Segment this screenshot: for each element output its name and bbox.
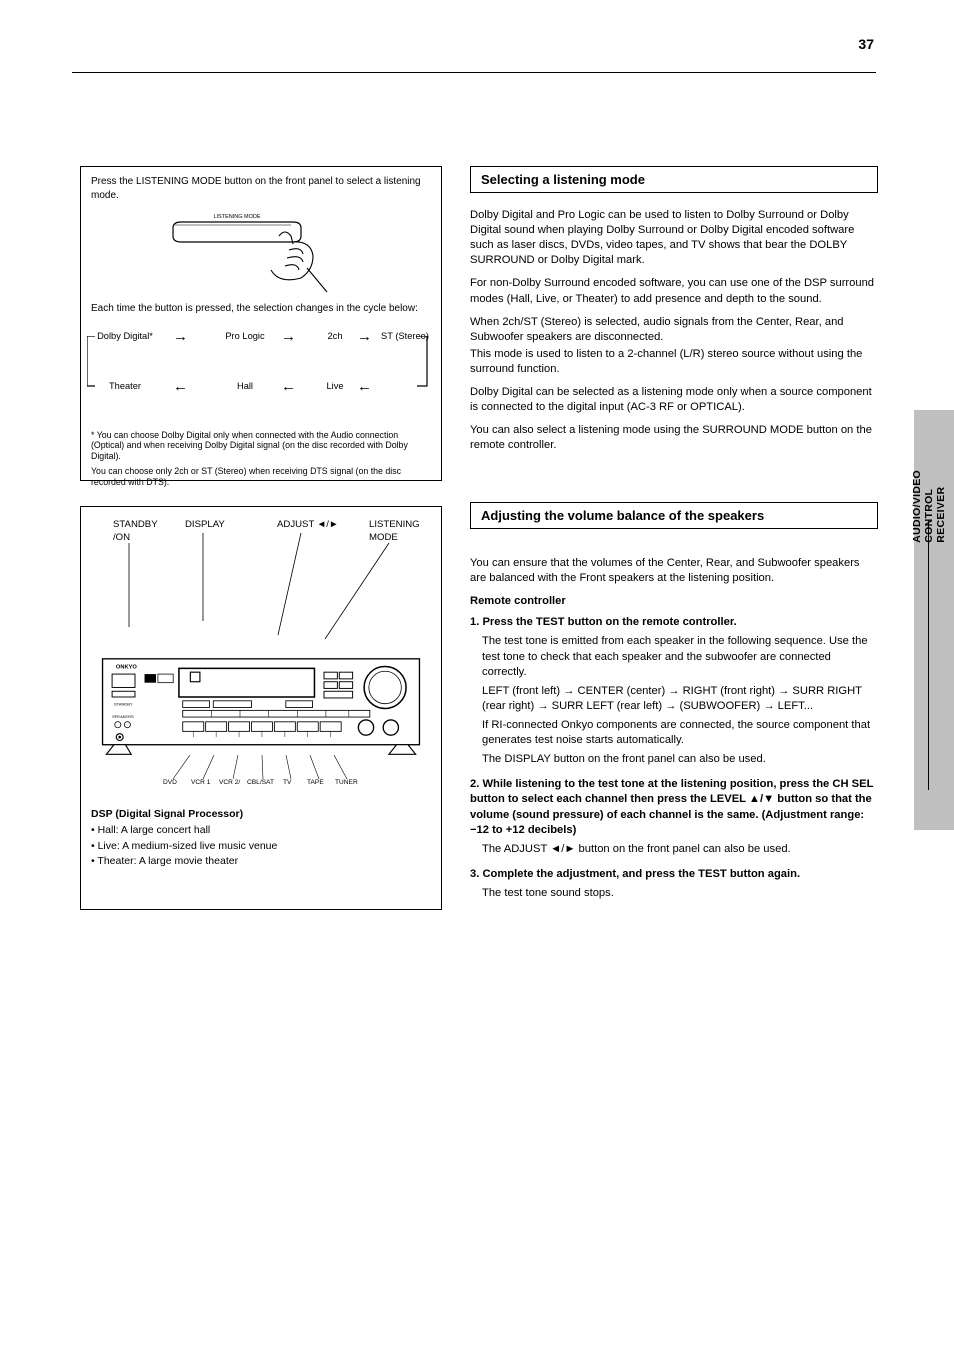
port-vcr2: VCR 2/	[219, 779, 240, 788]
dsp-live: • Live: A medium-sized live music venue	[91, 839, 431, 855]
flow-pro-logic: Pro Logic	[211, 330, 279, 343]
section1-title: Selecting a listening mode	[471, 167, 877, 192]
step2-a: The ADJUST ◄/► button on the front panel…	[470, 842, 878, 857]
arrow-left-icon: ←	[173, 379, 188, 394]
section1-stereo-b: This mode is used to listen to a 2-chann…	[470, 347, 878, 377]
port-tape: TAPE	[307, 779, 324, 788]
figure-receiver: STANDBY/ON DISPLAY ADJUST ◄/► LISTENING …	[80, 506, 442, 910]
section1-remote-note: You can also select a listening mode usi…	[470, 423, 878, 453]
listening-mode-cycle: Dolby Digital* Pro Logic 2ch ST (Stereo)…	[91, 330, 431, 430]
cycle-text: Each time the button is pressed, the sel…	[91, 302, 431, 316]
step3-head: 3. Complete the adjustment, and press th…	[470, 867, 878, 882]
section1-desc2: Dolby Digital can be selected as a liste…	[470, 385, 878, 415]
section1-title-box: Selecting a listening mode	[470, 166, 878, 193]
section2-title-box: Adjusting the volume balance of the spea…	[470, 502, 878, 529]
dsp-caption: DSP (Digital Signal Processor)	[91, 807, 431, 823]
step1-head: 1. Press the TEST button on the remote c…	[470, 615, 878, 630]
step3-a: The test tone sound stops.	[470, 886, 878, 901]
arrow-right-icon: →	[281, 329, 296, 344]
listening-mode-caption: LISTENING MODE	[213, 214, 260, 220]
flow-hall: Hall	[211, 380, 279, 393]
svg-text:SPEAKERS: SPEAKERS	[112, 714, 134, 719]
figure-listening-mode: Press the LISTENING MODE button on the f…	[80, 166, 442, 481]
section1-nonencoded: For non-Dolby Surround encoded software,…	[470, 276, 878, 306]
caption-remote: Remote controller	[470, 594, 878, 609]
dsp-theater: • Theater: A large movie theater	[91, 854, 431, 870]
section2-headline: You can ensure that the volumes of the C…	[470, 556, 878, 586]
dsp-hall: • Hall: A large concert hall	[91, 823, 431, 839]
arrow-left-icon: ←	[281, 379, 296, 394]
port-tuner: TUNER	[335, 779, 358, 788]
step1-seq: LEFT (front left) → CENTER (center) → RI…	[470, 684, 878, 714]
figure-lead: Press the LISTENING MODE button on the f…	[91, 175, 431, 202]
section-tab-rule	[928, 520, 930, 790]
svg-text:STANDBY: STANDBY	[114, 702, 133, 707]
section1-stereo-a: When 2ch/ST (Stereo) is selected, audio …	[470, 315, 878, 345]
port-vcr1: VCR 1	[191, 779, 210, 788]
arrow-right-icon: →	[173, 329, 188, 344]
receiver-illustration: ONKYO STANDBY SPEAKERS	[91, 655, 431, 753]
step1-c: The DISPLAY button on the front panel ca…	[470, 752, 878, 767]
port-cbl: CBL/SAT	[247, 779, 274, 788]
note-dts: You can choose only 2ch or ST (Stereo) w…	[91, 466, 431, 488]
arrow-left-icon: ←	[357, 379, 372, 394]
step2-head: 2. While listening to the test tone at t…	[470, 777, 878, 837]
step1-b: If RI-connected Onkyo components are con…	[470, 718, 878, 748]
port-dvd: DVD	[163, 779, 177, 788]
section-tab-label: AUDIO/VIDEO CONTROL RECEIVER	[911, 470, 947, 543]
section2-title: Adjusting the volume balance of the spea…	[471, 503, 877, 528]
section1-desc: Dolby Digital and Pro Logic can be used …	[470, 208, 878, 268]
note-star: * You can choose Dolby Digital only when…	[91, 430, 431, 463]
step1-a: The test tone is emitted from each speak…	[470, 634, 878, 679]
page-number: 37	[858, 36, 874, 52]
arrow-right-icon: →	[357, 329, 372, 344]
port-tv: TV	[283, 779, 291, 788]
button-illustration: LISTENING MODE	[91, 206, 431, 302]
svg-text:ONKYO: ONKYO	[116, 664, 138, 670]
